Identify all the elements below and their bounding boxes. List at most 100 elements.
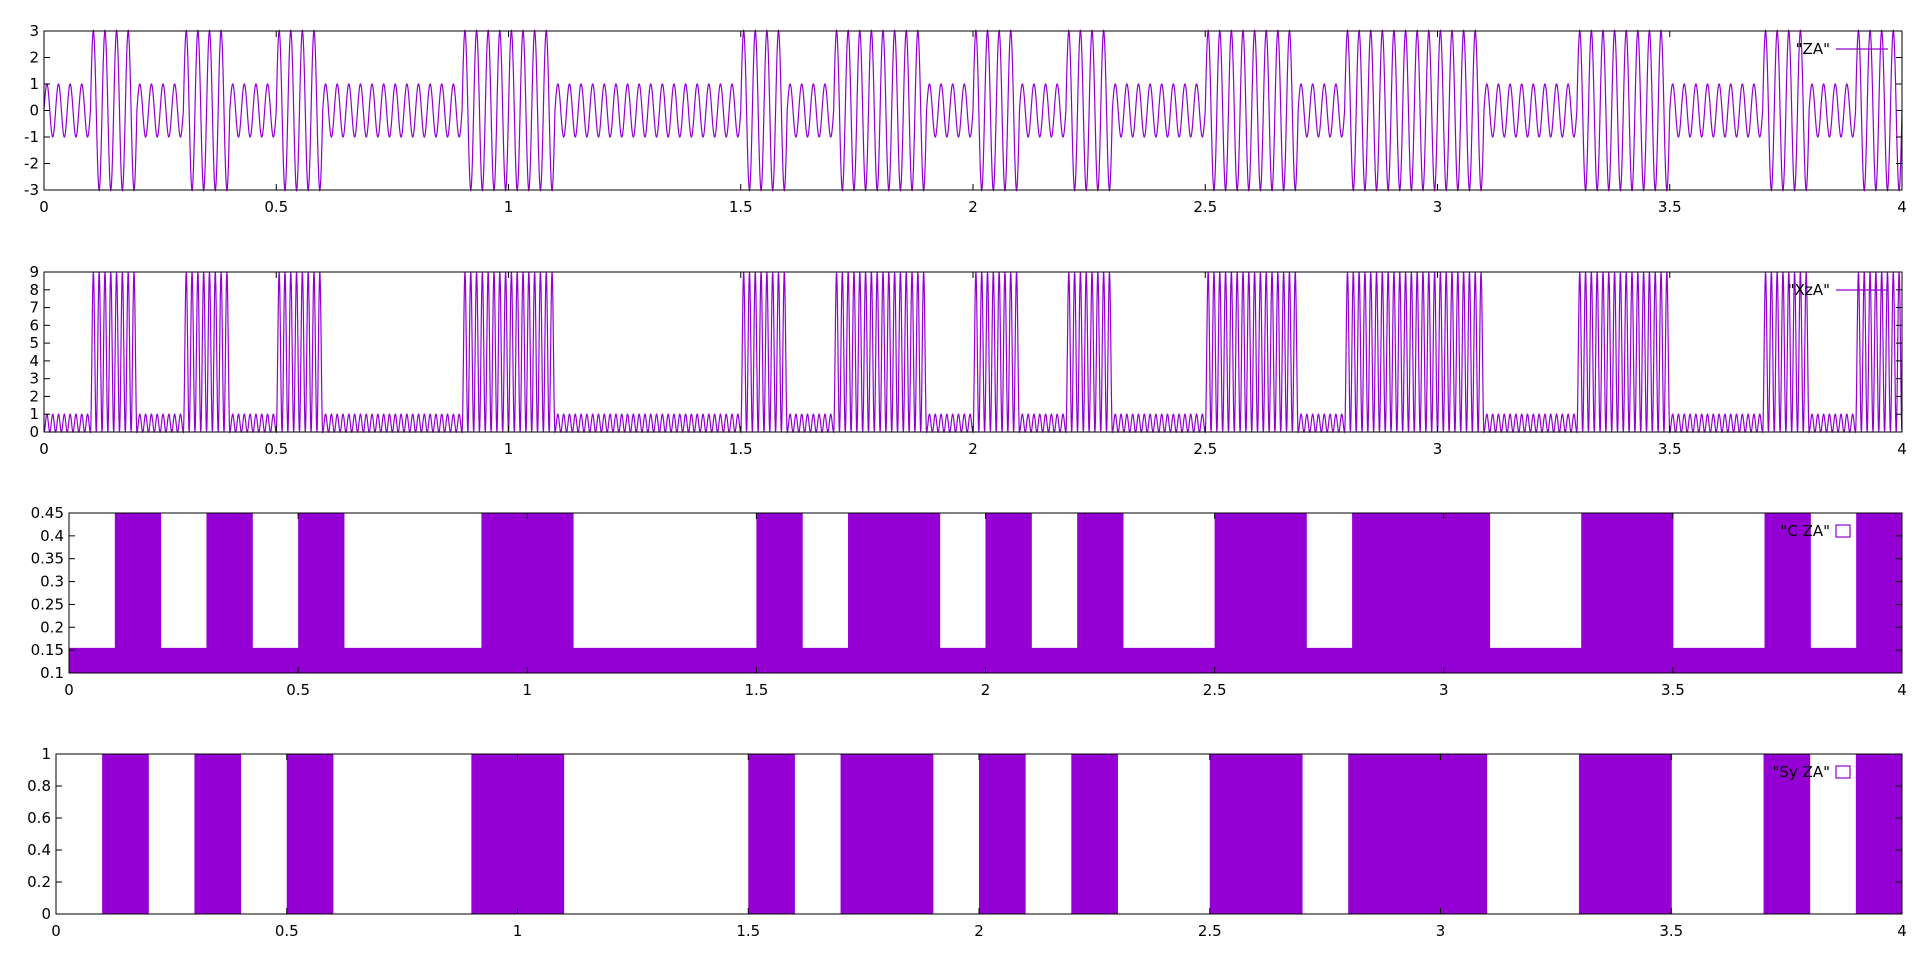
y-tick-label: 0.6 — [27, 809, 51, 827]
x-tick-label: 1.5 — [744, 681, 768, 699]
y-tick-label: 3 — [29, 370, 39, 388]
x-tick-label: 2.5 — [1193, 440, 1217, 458]
y-tick-label: 0.2 — [40, 618, 64, 636]
x-tick-label: 2.5 — [1198, 922, 1222, 940]
bar-segment — [1394, 754, 1441, 914]
bar-segment — [160, 647, 207, 673]
y-tick-label: 9 — [29, 263, 39, 281]
y-tick-label: 0.2 — [27, 873, 51, 891]
y-tick-label: 1 — [29, 75, 39, 93]
bar-segment — [840, 754, 888, 914]
bar-segment — [69, 647, 116, 673]
bar-segment — [206, 513, 253, 673]
bar-segment — [252, 647, 299, 673]
bar-segment — [979, 754, 1026, 914]
y-tick-label: 0.3 — [40, 573, 64, 591]
bar-segment — [1077, 513, 1124, 673]
x-tick-label: 2 — [974, 922, 984, 940]
y-tick-label: 0.25 — [31, 595, 64, 613]
bar-segment — [527, 513, 574, 673]
y-tick-label: 0.8 — [27, 777, 51, 795]
x-tick-label: 2 — [968, 440, 978, 458]
bar-segment — [102, 754, 149, 914]
x-tick-label: 2 — [968, 198, 978, 216]
x-tick-label: 3 — [1436, 922, 1446, 940]
bar-segment — [1810, 647, 1857, 673]
x-tick-label: 0.5 — [264, 198, 288, 216]
x-tick-label: 4 — [1897, 440, 1907, 458]
x-tick-label: 0 — [39, 440, 49, 458]
bar-segment — [343, 647, 391, 673]
legend-label: "Sy ZA" — [1772, 763, 1830, 781]
bar-segment — [1855, 754, 1903, 914]
legend-swatch — [1835, 524, 1851, 538]
x-tick-label: 2 — [981, 681, 991, 699]
x-tick-label: 1.5 — [729, 440, 753, 458]
y-tick-label: 1 — [41, 745, 51, 763]
x-tick-label: 1.5 — [736, 922, 760, 940]
bar-segment — [1440, 754, 1488, 914]
bar-segment — [939, 647, 986, 673]
legend-label: "XzA" — [1788, 281, 1830, 299]
x-tick-label: 3 — [1433, 198, 1443, 216]
y-tick-label: 0.35 — [31, 550, 64, 568]
x-tick-label: 1 — [513, 922, 523, 940]
bar-segment — [1856, 513, 1903, 673]
y-tick-label: 1 — [29, 405, 39, 423]
bar-segment — [985, 513, 1032, 673]
y-tick-label: 5 — [29, 334, 39, 352]
bar-segment — [1071, 754, 1118, 914]
bar-segment — [802, 647, 849, 673]
bar-segment — [1672, 647, 1720, 673]
y-tick-label: -3 — [24, 181, 39, 199]
y-tick-label: 0 — [29, 102, 39, 120]
x-tick-label: 3.5 — [1661, 681, 1685, 699]
bar-segment — [1348, 754, 1395, 914]
y-tick-label: 0.4 — [40, 527, 64, 545]
series-line — [43, 271, 1903, 434]
x-tick-label: 2.5 — [1193, 198, 1217, 216]
x-tick-label: 0.5 — [275, 922, 299, 940]
bar-segment — [1397, 513, 1445, 673]
bar-segment — [1031, 647, 1078, 673]
x-tick-label: 0 — [51, 922, 61, 940]
bar-segment — [748, 754, 795, 914]
y-tick-label: 8 — [29, 281, 39, 299]
x-tick-label: 3.5 — [1658, 198, 1682, 216]
x-tick-label: 4 — [1897, 198, 1907, 216]
bar-segment — [517, 754, 565, 914]
bar-segment — [1209, 754, 1257, 914]
y-tick-label: 0.1 — [40, 664, 64, 682]
chart-panel-4: 0 0.5 1 1.5 2 2.5 3 3.5 4 0 0.2 0.4 0.6 0.8 1 "Sy ZA" — [27, 745, 1907, 940]
x-tick-label: 3.5 — [1658, 440, 1682, 458]
bar-segment — [194, 754, 242, 914]
series-line — [43, 28, 1903, 193]
x-tick-label: 3.5 — [1659, 922, 1683, 940]
bar-segment — [1443, 513, 1491, 673]
bar-segment — [286, 754, 334, 914]
bar-segment — [1168, 647, 1216, 673]
x-tick-label: 0.5 — [264, 440, 288, 458]
x-tick-label: 1 — [522, 681, 532, 699]
bar-segment — [710, 647, 757, 673]
x-tick-label: 2.5 — [1203, 681, 1227, 699]
bar-segment — [893, 513, 941, 673]
chart-panel-3: 0 0.5 1 1.5 2 2.5 3 3.5 4 0.1 0.15 0.2 0.25 0.3 0.35 0.… — [31, 504, 1907, 699]
x-tick-label: 0 — [64, 681, 74, 699]
bar-segment — [1489, 647, 1536, 673]
bar-segment — [573, 647, 620, 673]
y-tick-label: 3 — [29, 22, 39, 40]
bar-segment — [1718, 647, 1766, 673]
bar-segment — [1627, 513, 1674, 673]
bar-segment — [1764, 513, 1811, 673]
y-tick-label: -1 — [24, 128, 39, 146]
bar-segment — [298, 513, 345, 673]
bar-segment — [389, 647, 437, 673]
bar-segment — [1763, 754, 1811, 914]
x-tick-label: 1 — [504, 440, 514, 458]
x-tick-label: 1 — [504, 198, 514, 216]
y-tick-label: 6 — [29, 316, 39, 334]
y-tick-label: 0.45 — [31, 504, 64, 522]
